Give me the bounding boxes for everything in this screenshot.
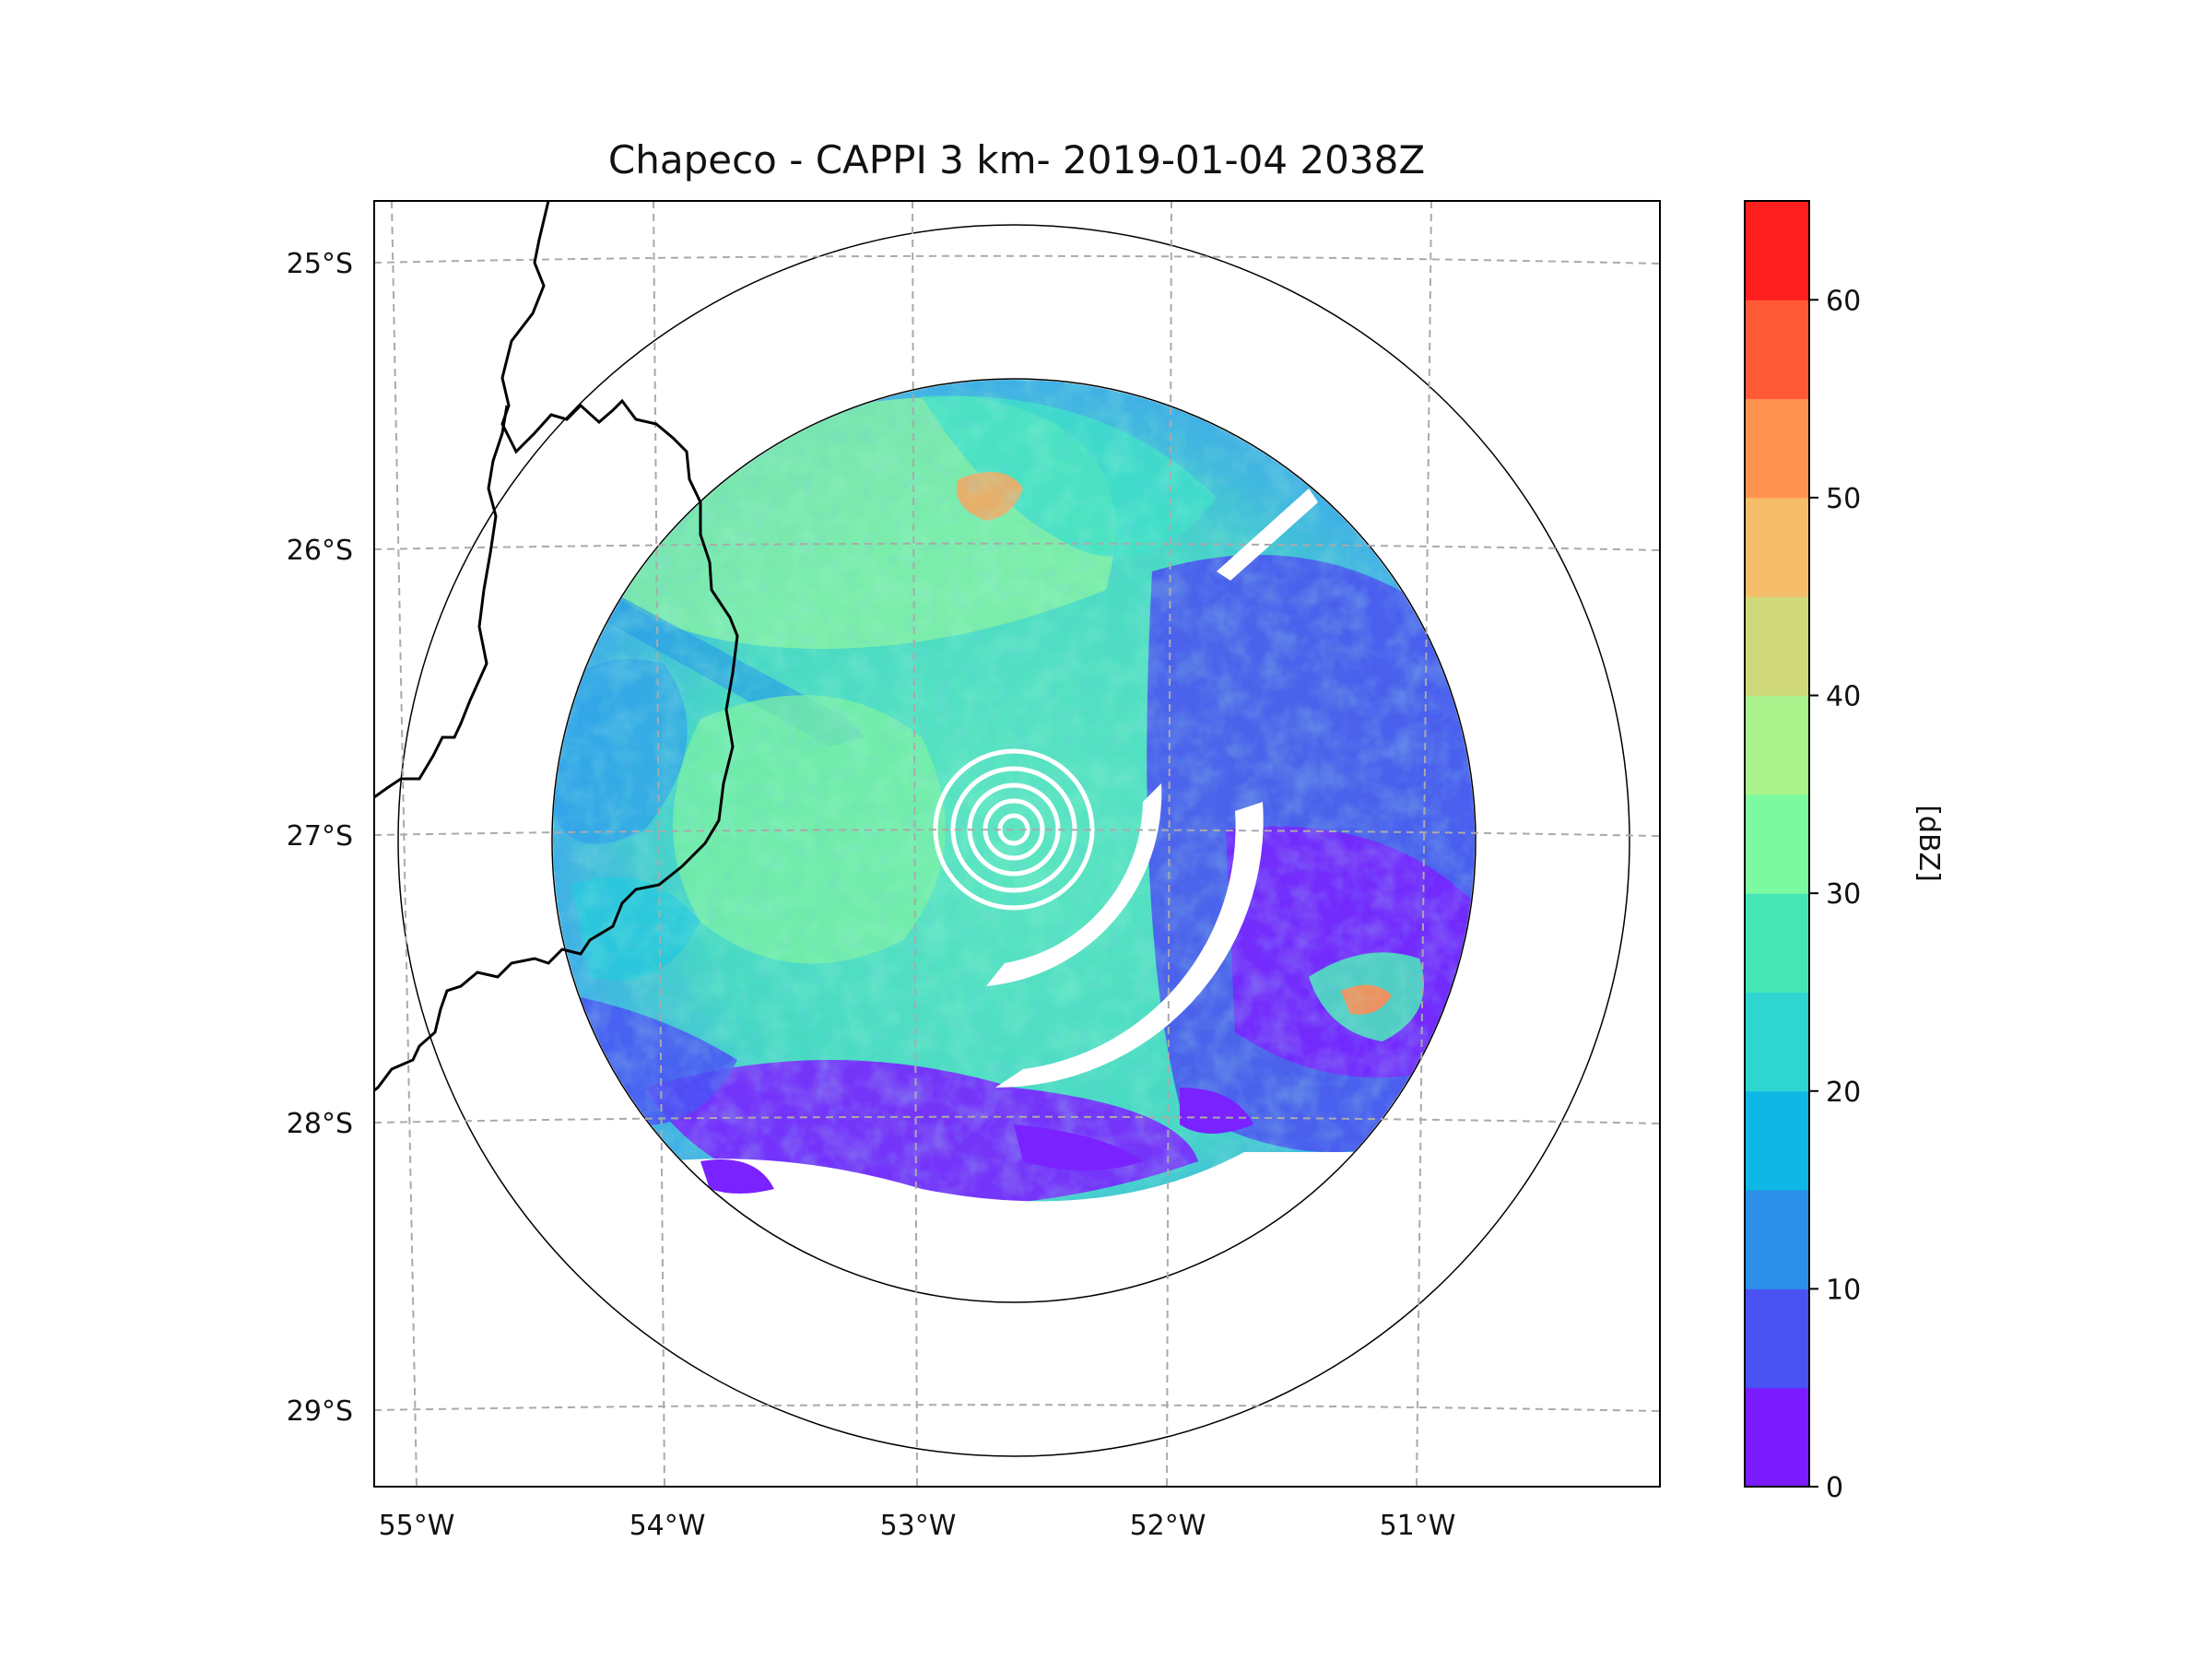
colorbar-segment — [1745, 300, 1809, 400]
colorbar-tick-label: 50 — [1826, 483, 1861, 515]
graticule — [374, 201, 1660, 1487]
lat-label-25s: 25°S — [287, 248, 353, 280]
colorbar-segment — [1745, 695, 1809, 795]
colorbar-tick-label: 0 — [1826, 1472, 1843, 1504]
colorbar-tick-label: 40 — [1826, 681, 1861, 713]
beam-blockage-outer — [995, 802, 1264, 1088]
colorbar-segment — [1745, 398, 1809, 499]
colorbar-segment — [1745, 1090, 1809, 1191]
axes-frame — [373, 200, 1661, 1488]
lat-label-26s: 26°S — [287, 535, 353, 567]
lon-label-55w: 55°W — [379, 1510, 455, 1542]
colorbar-tick-label: 20 — [1826, 1077, 1861, 1109]
colorbar-segment — [1745, 1387, 1809, 1488]
lat-label-28s: 28°S — [287, 1108, 353, 1140]
border-line-west — [374, 405, 509, 799]
colorbar-segment — [1745, 201, 1809, 300]
reflectivity-field — [553, 380, 1475, 1301]
range-ring-inner — [551, 378, 1477, 1303]
chart-title: Chapeco - CAPPI 3 km- 2019-01-04 2038Z — [608, 137, 1425, 182]
colorbar-segment — [1745, 794, 1809, 894]
colorbar — [1745, 201, 1809, 1488]
lat-label-27s: 27°S — [287, 820, 353, 853]
lon-label-54w: 54°W — [629, 1510, 706, 1542]
colorbar-segment — [1745, 596, 1809, 697]
echo-scatter-3 — [1180, 1088, 1253, 1134]
colorbar-segment — [1745, 497, 1809, 597]
border-line — [374, 201, 739, 1092]
colorbar-label: [dBZ] — [1912, 805, 1945, 882]
meridian-54w — [653, 201, 665, 1487]
colorbar-tick-label: 30 — [1826, 878, 1861, 911]
echo-scatter-2 — [1014, 1124, 1143, 1171]
lon-label-53w: 53°W — [880, 1510, 957, 1542]
colorbar-frame — [1744, 200, 1810, 1488]
lon-label-52w: 52°W — [1130, 1510, 1206, 1542]
lon-label-51w: 51°W — [1380, 1510, 1456, 1542]
colorbar-ticks: 0 10 20 30 40 50 60 — [1809, 285, 1861, 1504]
colorbar-segment — [1745, 1190, 1809, 1289]
beam-blockage-inner — [986, 783, 1162, 986]
echo-scatter-1 — [700, 1159, 774, 1194]
colorbar-segment — [1745, 893, 1809, 993]
colorbar-segment — [1745, 992, 1809, 1092]
meridian-53w — [912, 201, 918, 1487]
colorbar-tick-label: 60 — [1826, 285, 1861, 317]
beam-blockage-streak — [1217, 488, 1318, 581]
map-area — [374, 201, 1660, 1487]
colorbar-tick-label: 10 — [1826, 1274, 1861, 1306]
lat-label-29s: 29°S — [287, 1395, 353, 1428]
colorbar-segment — [1745, 1288, 1809, 1389]
range-ring-outer — [397, 224, 1630, 1457]
meridian-55w — [391, 201, 418, 1487]
meridian-51w — [1416, 201, 1432, 1487]
meridian-52w — [1166, 201, 1172, 1487]
